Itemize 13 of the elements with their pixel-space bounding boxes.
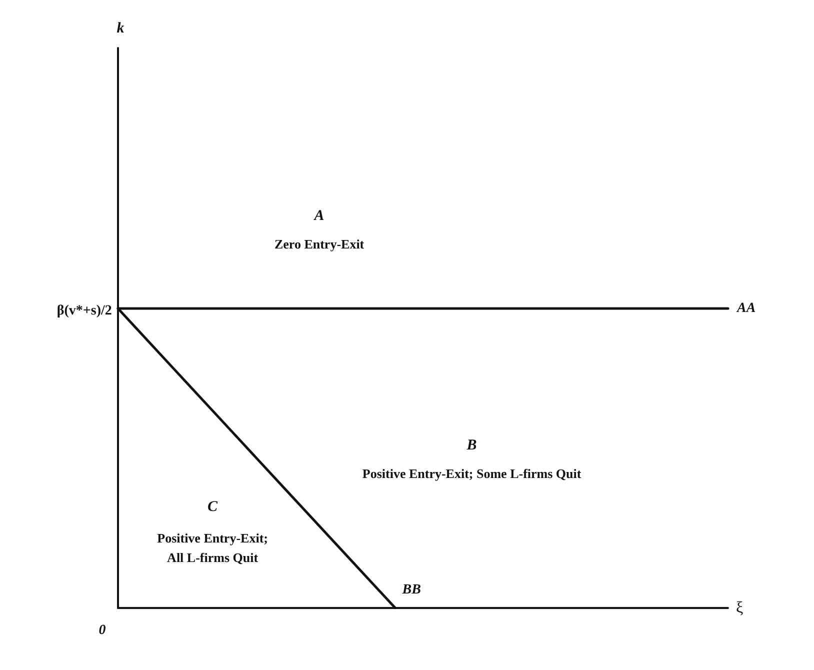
text: β(v*+s)/2 — [56, 304, 112, 319]
text: k — [116, 20, 125, 36]
text: A — [313, 208, 324, 224]
series-label: AA — [736, 301, 756, 316]
text: 0 — [98, 622, 106, 638]
annotation: B — [466, 438, 477, 454]
annotation: Positive Entry-Exit; — [157, 530, 268, 546]
annotation: Positive Entry-Exit; Some L-firms Quit — [362, 466, 582, 482]
series-label: BB — [401, 582, 421, 598]
text: Zero Entry-Exit — [274, 236, 365, 252]
annotation: All L-firms Quit — [167, 550, 259, 566]
annotation: C — [208, 499, 219, 516]
x-axis-title: ξ — [736, 600, 744, 616]
